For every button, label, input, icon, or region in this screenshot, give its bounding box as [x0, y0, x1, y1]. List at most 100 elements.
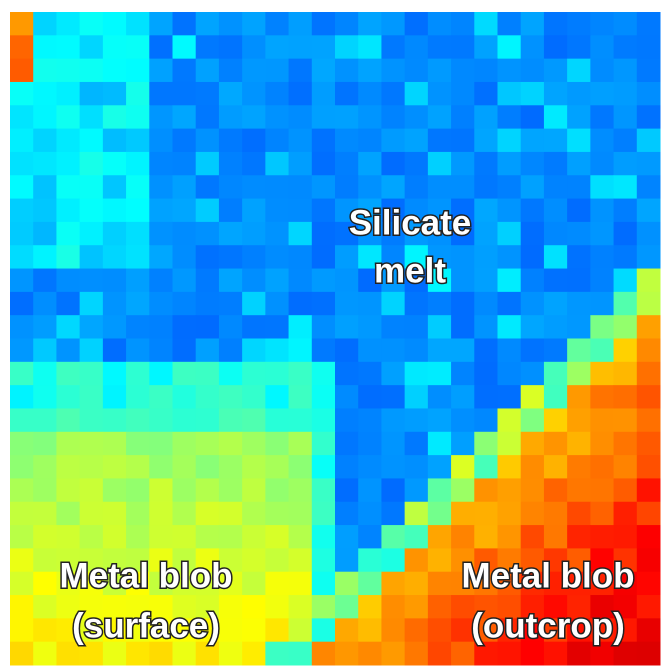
- pixel: [311, 361, 336, 386]
- pixel: [613, 478, 638, 503]
- pixel: [265, 105, 290, 130]
- pixel: [79, 595, 104, 619]
- pixel: [636, 268, 661, 293]
- pixel: [543, 35, 568, 60]
- pixel: [636, 525, 661, 549]
- pixel: [311, 455, 336, 479]
- pixel: [218, 268, 243, 293]
- pixel: [335, 128, 359, 153]
- pixel: [381, 12, 406, 36]
- pixel: [195, 408, 220, 433]
- pixel: [567, 58, 591, 83]
- pixel: [56, 12, 81, 36]
- pixel: [10, 291, 34, 316]
- pixel: [126, 361, 150, 386]
- pixel: [10, 175, 34, 200]
- pixel: [311, 478, 336, 503]
- pixel: [149, 268, 173, 293]
- pixel: [33, 175, 57, 200]
- pixel: [381, 501, 406, 526]
- pixel: [404, 151, 429, 176]
- pixel: [79, 361, 104, 386]
- pixel: [335, 268, 359, 293]
- pixel: [195, 198, 220, 223]
- pixel: [172, 618, 197, 643]
- pixel: [149, 35, 173, 60]
- pixel: [56, 268, 81, 293]
- pixel: [126, 315, 150, 339]
- pixel: [288, 385, 313, 409]
- pixel: [126, 571, 150, 596]
- pixel: [195, 501, 220, 526]
- pixel: [497, 291, 522, 316]
- pixel: [195, 641, 220, 666]
- pixel: [265, 408, 290, 433]
- pixel: [172, 338, 197, 363]
- pixel: [311, 175, 336, 200]
- pixel: [636, 618, 661, 643]
- pixel: [195, 245, 220, 270]
- pixel: [102, 175, 127, 200]
- pixel: [10, 431, 34, 456]
- pixel: [56, 58, 81, 83]
- pixel: [497, 338, 522, 363]
- pixel: [636, 151, 661, 176]
- pixel: [126, 455, 150, 479]
- pixel: [567, 105, 591, 130]
- pixel: [497, 175, 522, 200]
- pixel: [497, 221, 522, 246]
- pixel: [218, 361, 243, 386]
- pixel: [590, 105, 615, 130]
- pixel: [33, 595, 57, 619]
- pixel: [404, 81, 429, 106]
- pixel: [149, 198, 173, 223]
- pixel: [404, 618, 429, 643]
- pixel: [497, 268, 522, 293]
- pixel: [335, 525, 359, 549]
- pixel: [427, 291, 452, 316]
- pixel: [265, 151, 290, 176]
- pixel: [451, 245, 475, 270]
- pixel: [10, 361, 34, 386]
- pixel: [218, 338, 243, 363]
- pixel: [218, 455, 243, 479]
- pixel: [427, 35, 452, 60]
- pixel: [451, 641, 475, 666]
- pixel: [126, 12, 150, 36]
- pixel: [195, 548, 220, 573]
- pixel: [56, 431, 81, 456]
- pixel: [149, 338, 173, 363]
- pixel: [543, 58, 568, 83]
- pixel: [381, 548, 406, 573]
- pixel: [543, 128, 568, 153]
- pixel: [451, 525, 475, 549]
- pixel: [311, 338, 336, 363]
- pixel: [427, 618, 452, 643]
- pixel: [218, 595, 243, 619]
- pixel: [427, 548, 452, 573]
- pixel: [126, 58, 150, 83]
- pixel: [427, 151, 452, 176]
- pixel: [474, 315, 498, 339]
- pixel: [474, 525, 498, 549]
- pixel: [218, 35, 243, 60]
- pixel: [381, 525, 406, 549]
- pixel: [497, 315, 522, 339]
- pixel: [311, 245, 336, 270]
- pixel: [427, 338, 452, 363]
- pixel: [474, 618, 498, 643]
- pixel: [404, 408, 429, 433]
- pixel: [265, 548, 290, 573]
- pixel: [195, 221, 220, 246]
- pixel: [358, 128, 382, 153]
- pixel: [218, 641, 243, 666]
- pixel: [451, 151, 475, 176]
- region-label: Metal blob: [59, 556, 232, 595]
- pixel: [381, 431, 406, 456]
- pixel: [265, 291, 290, 316]
- pixel: [358, 81, 382, 106]
- pixel: [102, 501, 127, 526]
- pixel: [33, 385, 57, 409]
- pixel: [404, 501, 429, 526]
- pixel: [358, 455, 382, 479]
